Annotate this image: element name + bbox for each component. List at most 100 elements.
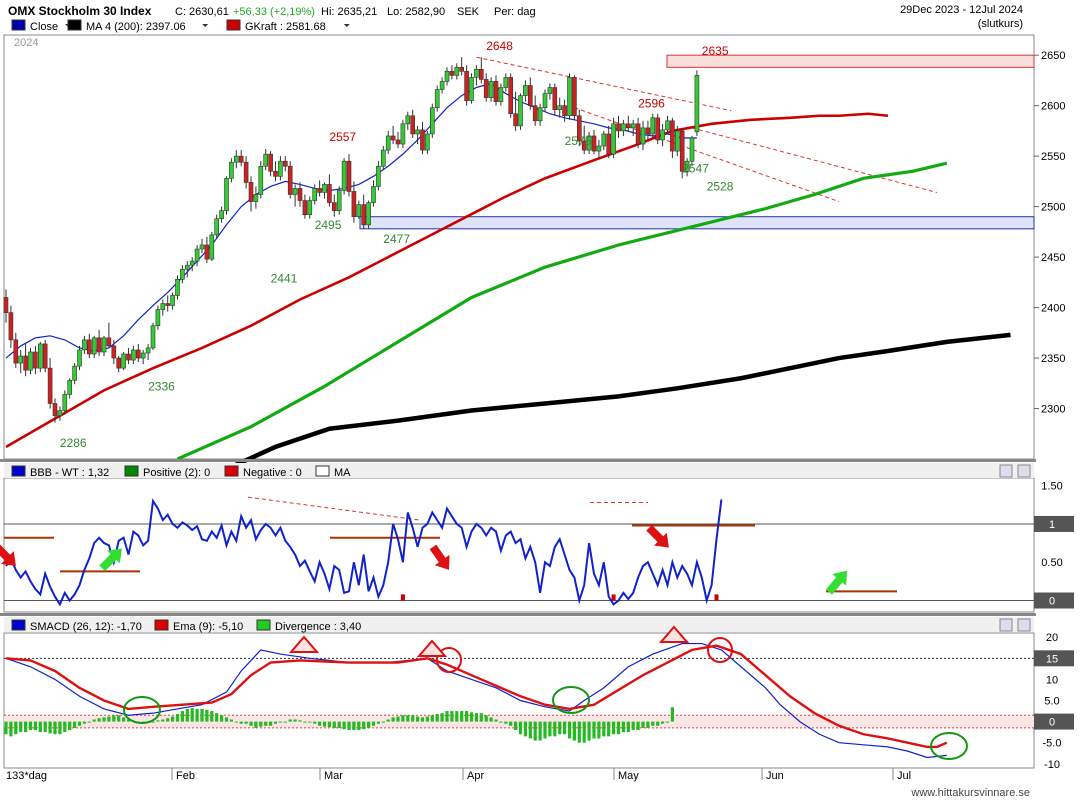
- window-icon[interactable]: [1017, 464, 1031, 478]
- y-tick-label: 2400: [1041, 303, 1065, 315]
- divergence-bar: [450, 711, 454, 722]
- candle-body: [327, 184, 332, 203]
- candle-body: [248, 182, 254, 202]
- candle-body: [630, 123, 636, 129]
- candle-body: [331, 202, 337, 211]
- legend-swatch[interactable]: [256, 619, 271, 631]
- candle-body: [13, 339, 19, 364]
- divergence-bar: [293, 719, 297, 722]
- divergence-bar: [357, 721, 361, 731]
- candle-body: [165, 303, 170, 306]
- candle-body: [542, 93, 548, 108]
- divergence-bar: [205, 709, 209, 722]
- candle-body: [635, 123, 641, 145]
- window-icon[interactable]: [1017, 618, 1031, 632]
- candle-body: [214, 218, 219, 236]
- panel-divider: [0, 459, 1036, 462]
- zoom-icon[interactable]: [999, 464, 1013, 478]
- divergence-bar: [430, 715, 434, 722]
- legend-swatch[interactable]: [226, 19, 241, 31]
- price-annotation: 2547: [682, 161, 709, 175]
- legend-swatch[interactable]: [11, 619, 26, 631]
- candle-body: [67, 379, 72, 395]
- period-label: Per: dag: [494, 6, 536, 18]
- divergence-bar: [352, 721, 356, 731]
- month-label: Mar: [324, 770, 343, 782]
- chevron-down-icon[interactable]: [202, 24, 209, 27]
- candle-body: [224, 178, 229, 211]
- candle-body: [361, 204, 367, 226]
- gkraft-line: [5, 112, 889, 449]
- divergence-bar: [553, 721, 557, 737]
- down-arrow-icon: [429, 544, 450, 570]
- candle-body: [508, 77, 514, 115]
- y-tick-label: 2300: [1041, 404, 1065, 416]
- down-arrow-icon-shape: [429, 544, 450, 570]
- candle-body: [292, 188, 298, 195]
- negative-marker: [714, 594, 719, 601]
- divergence-bar: [626, 721, 630, 733]
- candle-body: [160, 303, 166, 310]
- divergence-bar: [665, 721, 670, 723]
- legend-swatch[interactable]: [154, 619, 169, 631]
- legend-swatch[interactable]: [124, 465, 139, 477]
- warning-triangle-icon: [416, 639, 448, 657]
- divergence-bar: [518, 721, 523, 735]
- divergence-bar: [484, 715, 488, 722]
- candle-body: [557, 105, 563, 111]
- candle-body: [238, 155, 244, 163]
- divergence-bar: [24, 721, 28, 733]
- legend-swatch[interactable]: [67, 19, 82, 31]
- divergence-bar: [126, 719, 131, 722]
- divergence-bar: [577, 721, 581, 743]
- candle-body: [185, 264, 190, 270]
- legend-swatch[interactable]: [11, 465, 26, 477]
- candle-body: [180, 268, 185, 280]
- divergence-bar: [195, 708, 199, 722]
- candle-body: [62, 394, 68, 411]
- candle-body: [204, 244, 210, 260]
- divergence-bar: [670, 707, 674, 722]
- candle-body: [126, 353, 131, 361]
- candle-body: [665, 120, 670, 131]
- candle-body: [136, 349, 141, 359]
- candle-body: [694, 75, 700, 133]
- channel-upper-line: [476, 56, 732, 112]
- buy-signal-circle: [930, 732, 968, 760]
- legend-swatch[interactable]: [315, 465, 330, 477]
- candle-body: [660, 129, 665, 141]
- y-tick-label: 2500: [1041, 202, 1065, 214]
- legend-label: Positive (2): 0: [143, 467, 210, 479]
- legend-swatch[interactable]: [224, 465, 239, 477]
- legend-swatch[interactable]: [11, 19, 26, 31]
- down-arrow-icon-shape: [0, 543, 16, 567]
- divergence-bar: [102, 717, 106, 722]
- divergence-bar: [19, 721, 23, 733]
- bbb-line: [5, 498, 723, 607]
- candle-body: [371, 186, 376, 203]
- bbb-plot-area: [3, 477, 1035, 613]
- divergence-bar: [156, 720, 160, 722]
- candle-body: [278, 160, 283, 177]
- divergence-bar: [107, 716, 111, 722]
- candle-body: [547, 87, 553, 94]
- divergence-bar: [548, 721, 552, 737]
- divergence-bar: [582, 721, 586, 743]
- candle-body: [23, 355, 28, 371]
- zoom-icon[interactable]: [999, 618, 1013, 632]
- divergence-bar: [631, 721, 635, 731]
- divergence-bar: [73, 721, 77, 728]
- candle-body: [96, 337, 102, 353]
- macd-plot-area: [3, 632, 1035, 769]
- legend-label: Divergence : 3,40: [275, 621, 361, 633]
- divergence-bar: [616, 721, 621, 735]
- divergence-bar: [63, 721, 67, 733]
- chevron-down-icon[interactable]: [343, 24, 350, 27]
- candle-body: [434, 89, 440, 108]
- candle-body: [131, 349, 136, 361]
- price-annotation: 2596: [638, 97, 665, 111]
- candle-body: [385, 135, 391, 151]
- candle-body: [410, 115, 416, 135]
- divergence-bar: [509, 721, 513, 726]
